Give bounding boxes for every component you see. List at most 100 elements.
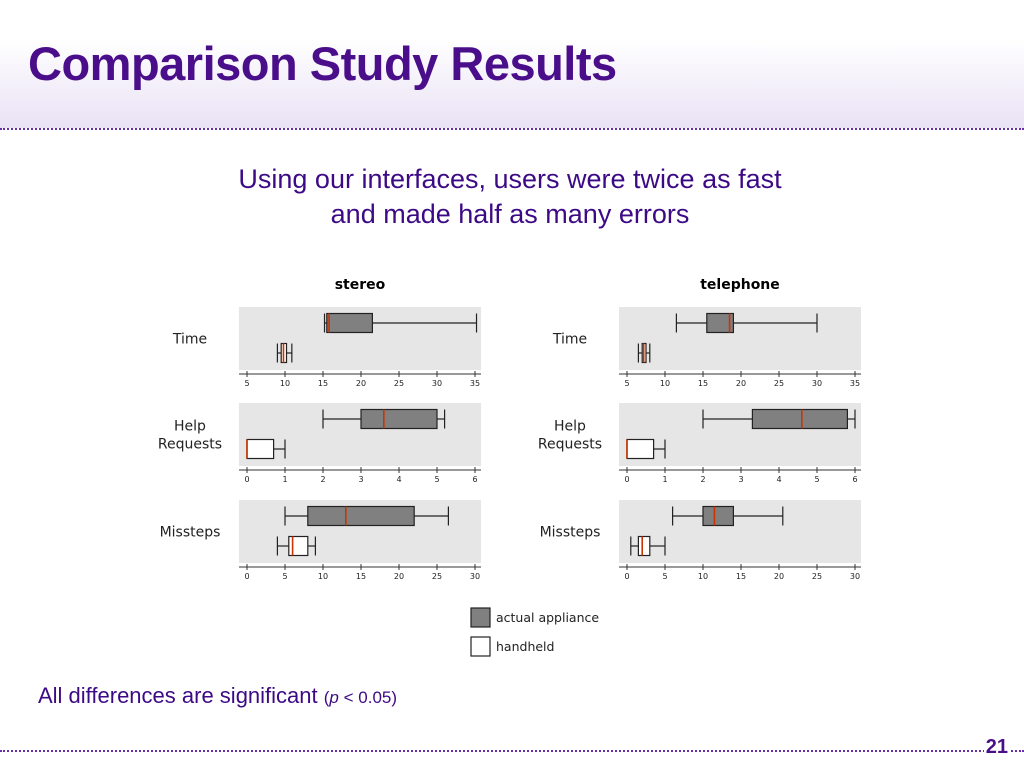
- x-tick-label: 2: [700, 475, 705, 484]
- x-tick-label: 25: [812, 572, 822, 581]
- row-missteps: Missteps 0 5 10 15 20 25 30: [160, 500, 481, 581]
- iqr-box: [326, 312, 373, 334]
- page-title: Comparison Study Results: [28, 37, 617, 90]
- row-label: Help: [554, 419, 586, 435]
- x-tick-label: 1: [282, 475, 287, 484]
- row-time: Time 5 10 15 20 25 30 35: [552, 307, 861, 388]
- legend-label: actual appliance: [496, 610, 599, 625]
- plot-background: [239, 403, 481, 466]
- row-label: Time: [552, 332, 587, 348]
- x-tick-label: 35: [470, 379, 480, 388]
- box-handheld: [276, 535, 316, 557]
- bottom-divider: [0, 750, 1024, 752]
- row-help-requests: Help Requests 0 1 2 3 4 5 6: [158, 403, 481, 484]
- x-tick-label: 35: [850, 379, 860, 388]
- x-tick-label: 5: [434, 475, 439, 484]
- x-tick-label: 15: [318, 379, 328, 388]
- x-tick-label: 10: [698, 572, 708, 581]
- x-tick-label: 0: [244, 475, 249, 484]
- row-time: Time 5 10 15 20 25 30 35: [172, 307, 481, 388]
- x-tick-label: 6: [852, 475, 857, 484]
- x-tick-label: 25: [394, 379, 404, 388]
- panel-title-telephone: telephone: [700, 277, 780, 293]
- x-tick-label: 0: [624, 572, 629, 581]
- x-tick-label: 20: [774, 572, 784, 581]
- row-label: Time: [172, 332, 207, 348]
- x-tick-label: 3: [358, 475, 363, 484]
- row-label: Help: [174, 419, 206, 435]
- iqr-box: [702, 505, 734, 527]
- x-tick-label: 6: [472, 475, 477, 484]
- significance-note-p: p: [329, 688, 339, 707]
- x-tick-label: 30: [432, 379, 442, 388]
- panel-title-stereo: stereo: [335, 277, 386, 293]
- x-tick-label: 25: [432, 572, 442, 581]
- significance-note-threshold: < 0.05): [338, 688, 398, 707]
- significance-note-main: All differences are significant: [38, 683, 324, 708]
- box-handheld: [276, 342, 293, 364]
- x-tick-label: 5: [814, 475, 819, 484]
- box-handheld: [630, 535, 666, 557]
- legend-swatch: [470, 636, 491, 657]
- page-number: 21: [983, 736, 1010, 759]
- iqr-box: [626, 438, 655, 460]
- row-label: Requests: [538, 437, 602, 453]
- x-tick-label: 2: [320, 475, 325, 484]
- subtitle-line-2: and made half as many errors: [330, 199, 690, 229]
- iqr-box: [637, 535, 651, 557]
- x-tick-label: 25: [774, 379, 784, 388]
- x-tick-label: 30: [850, 572, 860, 581]
- x-tick-label: 4: [776, 475, 781, 484]
- iqr-box: [751, 408, 849, 430]
- row-label: Missteps: [540, 525, 601, 541]
- iqr-box: [246, 438, 275, 460]
- box-actual-appliance: [671, 505, 784, 527]
- box-actual-appliance: [322, 408, 446, 430]
- iqr-box: [706, 312, 734, 334]
- box-handheld: [246, 438, 286, 460]
- x-tick-label: 5: [244, 379, 249, 388]
- box-actual-appliance: [323, 312, 478, 334]
- row-help-requests: Help Requests 0 1 2 3 4 5 6: [538, 403, 861, 484]
- panel-stereo: stereo Time 5 10 15 20 25 30 35 Help Requests 0 1 2 3 4…: [158, 277, 481, 581]
- iqr-box: [360, 408, 438, 430]
- x-tick-label: 15: [356, 572, 366, 581]
- x-tick-label: 5: [662, 572, 667, 581]
- x-tick-label: 0: [244, 572, 249, 581]
- legend: actual appliance handheld: [470, 607, 599, 657]
- x-tick-label: 20: [736, 379, 746, 388]
- x-tick-label: 20: [394, 572, 404, 581]
- x-tick-label: 10: [280, 379, 290, 388]
- iqr-box: [288, 535, 309, 557]
- x-tick-label: 10: [318, 572, 328, 581]
- box-handheld: [637, 342, 651, 364]
- x-tick-label: 30: [812, 379, 822, 388]
- box-actual-appliance: [702, 408, 856, 430]
- significance-note: All differences are significant (p < 0.0…: [38, 683, 397, 709]
- x-tick-label: 3: [738, 475, 743, 484]
- iqr-box: [307, 505, 415, 527]
- plot-background: [619, 500, 861, 563]
- x-tick-label: 15: [698, 379, 708, 388]
- top-divider: [0, 128, 1024, 130]
- row-missteps: Missteps 0 5 10 15 20 25 30: [540, 500, 861, 581]
- x-tick-label: 4: [396, 475, 401, 484]
- box-actual-appliance: [675, 312, 818, 334]
- x-tick-label: 5: [282, 572, 287, 581]
- x-tick-label: 1: [662, 475, 667, 484]
- box-handheld: [626, 438, 666, 460]
- plot-background: [619, 307, 861, 370]
- legend-label: handheld: [496, 639, 554, 654]
- header-band: [0, 0, 1024, 128]
- x-tick-label: 5: [624, 379, 629, 388]
- row-label: Requests: [158, 437, 222, 453]
- subtitle: Using our interfaces, users were twice a…: [160, 162, 860, 232]
- significance-note-paren: (: [323, 688, 330, 707]
- subtitle-line-1: Using our interfaces, users were twice a…: [238, 164, 782, 194]
- x-tick-label: 15: [736, 572, 746, 581]
- x-tick-label: 0: [624, 475, 629, 484]
- box-actual-appliance: [284, 505, 449, 527]
- legend-swatch: [470, 607, 491, 628]
